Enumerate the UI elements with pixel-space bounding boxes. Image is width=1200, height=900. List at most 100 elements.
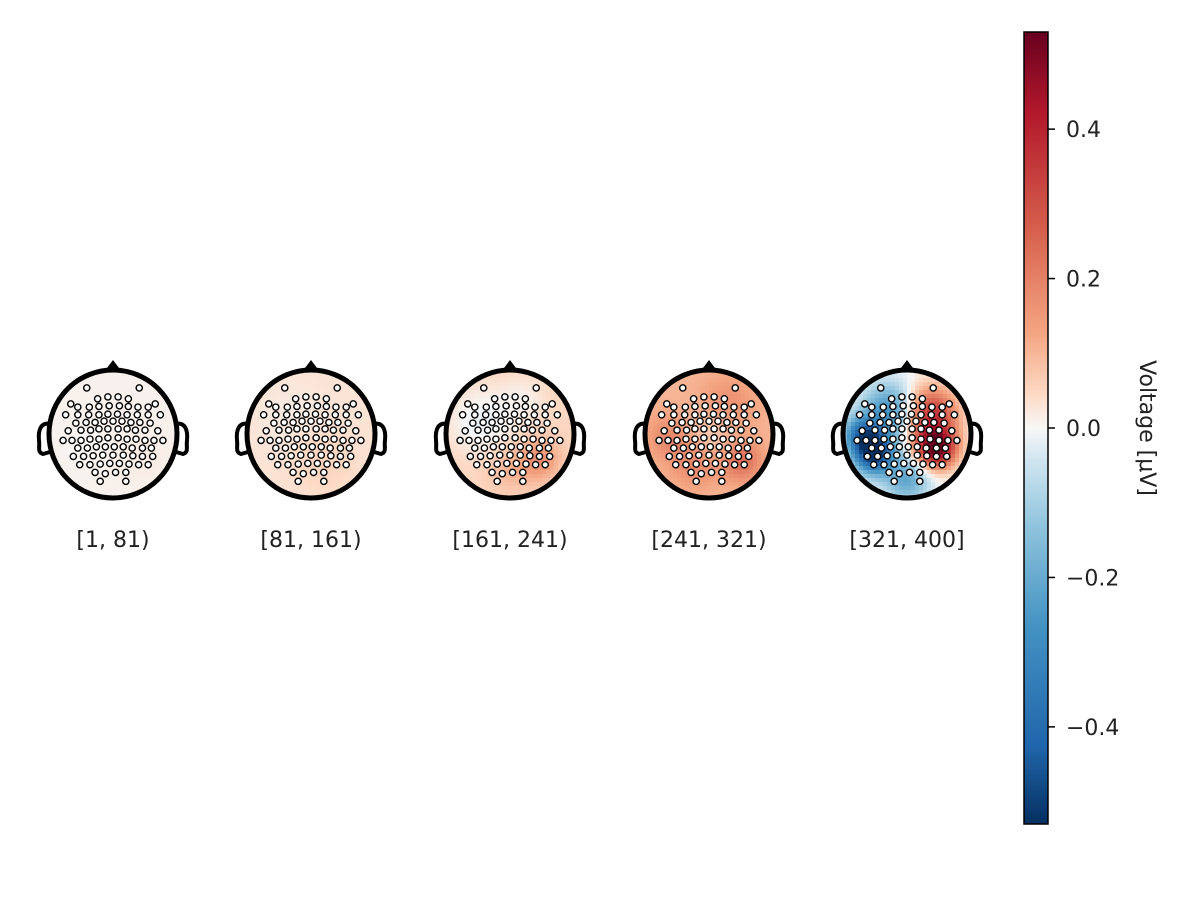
electrode-marker — [342, 460, 351, 469]
electrode-marker — [868, 403, 876, 411]
electrode-marker — [104, 425, 112, 433]
electrode-marker — [284, 426, 293, 434]
electrode-marker — [711, 459, 720, 468]
electrode-marker — [495, 451, 504, 459]
electrode-marker — [510, 410, 519, 418]
electrode-marker — [675, 452, 684, 461]
electrode-marker — [935, 426, 943, 434]
electrode-marker — [348, 436, 356, 445]
electrode-marker — [545, 452, 554, 461]
colorbar-tick-label: 0.2 — [1066, 268, 1101, 293]
electrode-marker — [506, 451, 514, 459]
electrode-marker — [275, 436, 283, 445]
electrode-marker — [714, 417, 722, 426]
electrode-marker — [908, 434, 916, 442]
electrode-marker — [664, 436, 672, 445]
electrode-marker — [691, 425, 699, 433]
electrode-marker — [93, 394, 102, 403]
electrode-marker — [91, 418, 99, 427]
colorbar-ticks: 0.4 0.2 0.0 −0.2 −0.4 — [1048, 118, 1119, 741]
electrode-marker — [114, 434, 122, 442]
electrode-marker — [77, 436, 85, 445]
electrode-marker — [480, 444, 489, 452]
electrode-marker — [687, 418, 695, 427]
electrode-marker — [284, 435, 292, 443]
electrode-marker — [520, 435, 528, 443]
electrode-marker — [95, 410, 103, 419]
electrode-marker — [682, 435, 690, 443]
right-ear-outline — [572, 421, 587, 456]
electrode-marker — [277, 452, 286, 461]
electrode-marker — [111, 468, 120, 477]
panel-time-window-label: [241, 321) — [651, 528, 766, 553]
electrode-marker — [311, 410, 320, 418]
electrode-marker — [507, 442, 516, 451]
electrode-marker — [287, 451, 295, 460]
electrode-marker — [723, 418, 731, 427]
electrode-marker — [691, 410, 699, 419]
electrode-marker — [123, 425, 131, 433]
electrode-marker — [687, 468, 695, 477]
electrode-marker — [313, 402, 322, 410]
electrode-marker — [123, 410, 131, 419]
electrode-marker — [520, 425, 528, 433]
electrode-marker — [490, 394, 499, 403]
electrode-marker — [138, 452, 147, 461]
electrode-marker — [721, 460, 729, 468]
electrode-marker — [72, 419, 80, 427]
electrode-marker — [921, 418, 929, 427]
electrode-marker — [332, 460, 341, 469]
electrode-marker — [123, 435, 131, 443]
electrode-marker — [68, 436, 76, 445]
electrode-marker — [918, 402, 927, 411]
electrode-marker — [535, 452, 544, 461]
electrode-marker — [469, 419, 477, 427]
electrode-marker — [313, 459, 322, 468]
electrode-marker — [709, 410, 718, 418]
electrode-marker — [737, 426, 745, 434]
electrode-marker — [119, 442, 128, 451]
electrode-marker — [718, 477, 726, 486]
electrode-marker — [85, 403, 94, 411]
head-outline — [840, 367, 974, 501]
electrode-marker — [501, 434, 509, 442]
electrode-marker — [486, 451, 494, 460]
electrode-marker — [506, 417, 514, 426]
electrode-marker — [458, 410, 467, 419]
electrode-marker — [670, 444, 678, 452]
electrode-marker — [148, 452, 157, 461]
electrode-marker — [470, 410, 479, 419]
electrode-marker — [275, 426, 283, 434]
electrode-marker — [294, 477, 303, 486]
electrode-marker — [742, 419, 750, 427]
electrode-marker — [689, 394, 698, 403]
electrode-marker — [521, 394, 530, 403]
electrode-marker — [264, 400, 273, 408]
electrode-marker — [271, 403, 280, 411]
electrode-marker — [307, 417, 315, 426]
electrode-marker — [926, 435, 934, 443]
electrode-marker — [522, 460, 530, 468]
electrode-marker — [873, 452, 882, 461]
electrode-marker — [512, 402, 521, 410]
electrode-marker — [898, 425, 906, 433]
electrode-marker — [895, 442, 904, 451]
electrode-marker — [289, 418, 297, 427]
electrode-marker — [855, 410, 864, 419]
electrode-marker — [907, 410, 916, 418]
electrode-marker — [932, 444, 941, 452]
electrode-marker — [456, 436, 464, 445]
electrode-marker — [141, 436, 149, 445]
electrode-marker — [141, 426, 149, 434]
electrode-marker — [917, 435, 925, 443]
electrode-marker — [543, 419, 551, 427]
electrode-marker — [668, 419, 676, 427]
electrode-marker — [483, 426, 492, 434]
electrode-marker — [705, 451, 713, 459]
electrode-marker — [908, 393, 916, 401]
electrode-marker — [876, 384, 885, 392]
electrode-marker — [710, 434, 718, 442]
electrode-marker — [547, 436, 555, 445]
electrode-marker — [894, 417, 902, 426]
electrode-marker — [481, 410, 490, 419]
